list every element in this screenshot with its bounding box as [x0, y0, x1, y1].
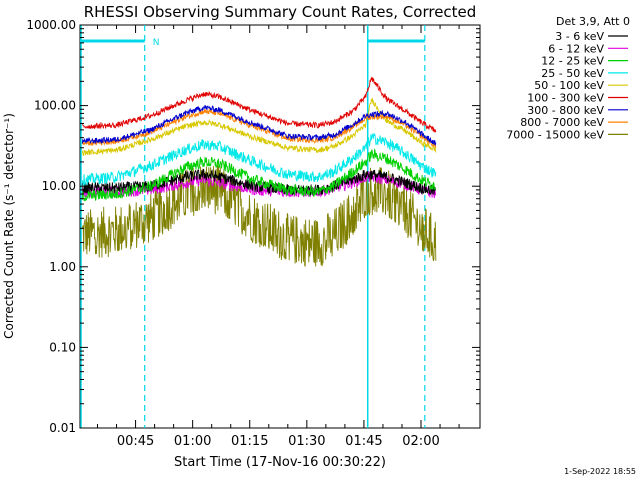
series-line-12-25-kev [81, 148, 437, 202]
x-tick-label: 01:45 [345, 434, 382, 449]
flag-layer: N [80, 25, 426, 428]
legend-title: Det 3,9, Att 0 [556, 15, 630, 28]
series-line-300-800-kev [81, 104, 437, 146]
legend-label: 300 - 800 keV [527, 104, 604, 117]
series-layer [81, 76, 437, 267]
series-line-25-50-kev [81, 133, 437, 187]
series-line-7000-15000-kev [81, 164, 437, 267]
x-tick-label: 00:45 [117, 434, 154, 449]
chart-title: RHESSI Observing Summary Count Rates, Co… [84, 3, 477, 21]
series-line-3-6-kev [81, 168, 437, 197]
legend-label: 7000 - 15000 keV [506, 128, 604, 141]
legend-label: 12 - 25 keV [541, 55, 604, 68]
legend-label: 100 - 300 keV [527, 92, 604, 105]
y-tick-label: 0.01 [49, 421, 76, 435]
legend-label: 3 - 6 keV [555, 30, 604, 43]
x-tick-label: 01:15 [231, 434, 268, 449]
x-tick-label: 02:00 [402, 434, 439, 449]
y-tick-label: 1000.00 [26, 18, 76, 32]
legend-label: 25 - 50 keV [541, 67, 604, 80]
legend-label: 50 - 100 keV [534, 79, 604, 92]
legend-label: 800 - 7000 keV [520, 116, 604, 129]
x-axis-label: Start Time (17-Nov-16 00:30:22) [174, 455, 386, 470]
y-tick-label: 1.00 [49, 260, 76, 274]
series-line-50-100-kev [81, 97, 437, 157]
x-axis: 00:45 01:00 01:15 01:30 01:45 02:00 [97, 25, 460, 449]
x-tick-label: 01:30 [288, 434, 325, 449]
y-tick-label: 100.00 [34, 99, 76, 113]
plot-frame [79, 24, 481, 429]
series-line-100-300-kev [81, 76, 437, 133]
x-tick-label: 01:00 [174, 434, 211, 449]
y-tick-label: 0.10 [49, 340, 76, 354]
timestamp: 1-Sep-2022 18:55 [564, 467, 636, 476]
y-tick-label: 10.00 [42, 179, 76, 193]
y-axis: 1000.00 100.00 10.00 1.00 0.10 0.01 [26, 18, 480, 435]
flag-label: N [153, 38, 160, 48]
legend-label: 6 - 12 keV [548, 42, 604, 55]
y-axis-label: Corrected Count Rate (s⁻¹ detector⁻¹) [2, 113, 16, 339]
